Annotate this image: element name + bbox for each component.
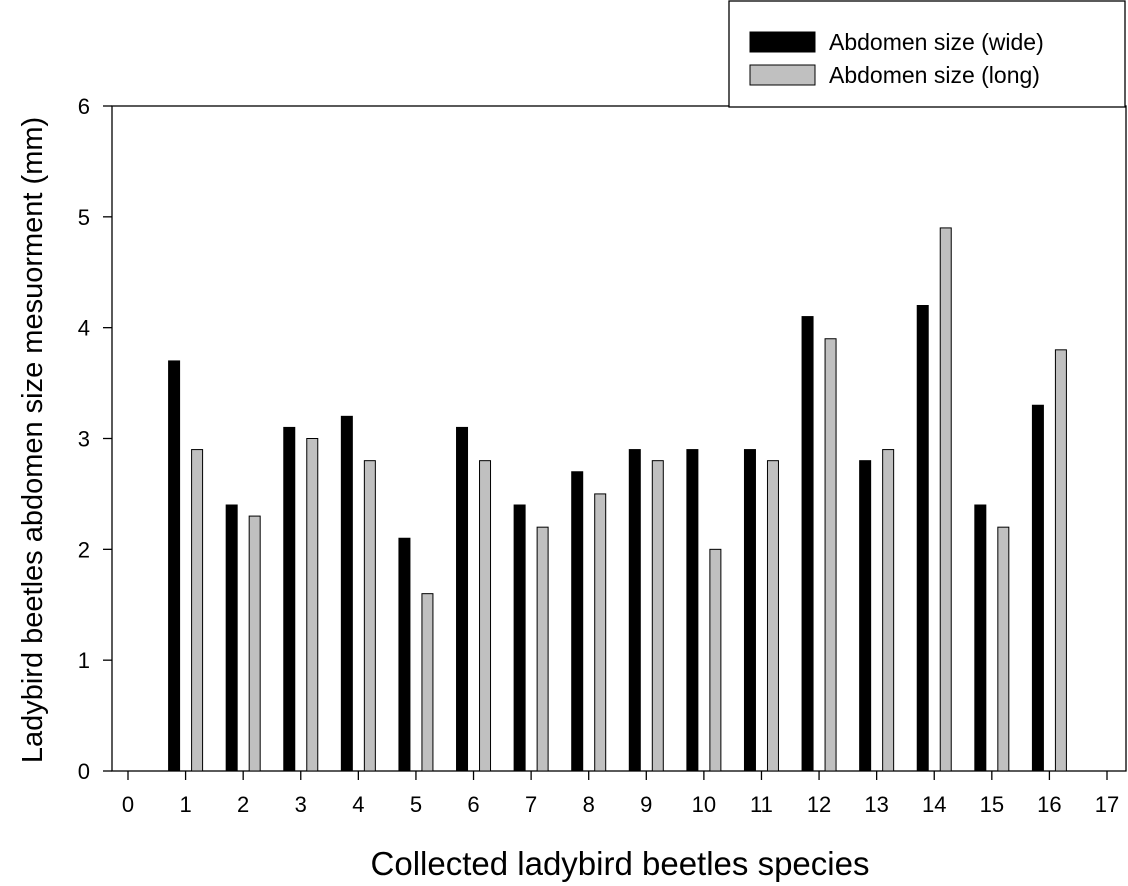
y-tick-label: 0 <box>78 759 90 784</box>
bar-long-15 <box>997 526 1010 772</box>
bar-long-10 <box>709 548 722 772</box>
bar-wide-1 <box>168 360 181 772</box>
bar-wide-14 <box>916 305 929 772</box>
legend-label: Abdomen size (wide) <box>829 29 1044 55</box>
x-tick-label: 11 <box>750 792 773 817</box>
bar-wide-13 <box>859 460 872 772</box>
x-axis-label: Collected ladybird beetles species <box>371 845 870 882</box>
axis-labels: Collected ladybird beetles species Ladyb… <box>17 117 869 882</box>
x-tick-label: 14 <box>922 792 946 817</box>
bars <box>168 227 1067 772</box>
y-tick-label: 6 <box>78 94 90 119</box>
bar-wide-8 <box>571 471 584 772</box>
x-tick-label: 17 <box>1095 792 1119 817</box>
bar-wide-16 <box>1031 404 1044 772</box>
bar-long-6 <box>479 460 492 772</box>
x-tick-label: 6 <box>467 792 479 817</box>
bar-long-4 <box>363 460 376 772</box>
bar-long-5 <box>421 593 434 772</box>
legend-label: Abdomen size (long) <box>829 62 1040 88</box>
bar-wide-15 <box>974 504 987 772</box>
x-tick-label: 12 <box>807 792 831 817</box>
x-tick-label: 0 <box>122 792 134 817</box>
x-tick-label: 8 <box>583 792 595 817</box>
bar-long-2 <box>248 515 261 772</box>
bar-long-1 <box>191 449 204 772</box>
bar-long-13 <box>882 449 895 772</box>
y-tick-label: 3 <box>78 427 90 452</box>
x-tick-label: 3 <box>295 792 307 817</box>
legend-box <box>728 0 1126 108</box>
x-tick-label: 15 <box>980 792 1004 817</box>
bar-wide-4 <box>340 415 353 772</box>
bar-long-16 <box>1054 349 1067 772</box>
legend: Abdomen size (wide) Abdomen size (long) <box>728 0 1126 108</box>
bar-wide-5 <box>398 537 411 772</box>
bar-wide-2 <box>225 504 238 772</box>
y-tick-label: 2 <box>78 537 90 562</box>
bar-long-8 <box>594 493 607 772</box>
x-tick-label: 7 <box>525 792 537 817</box>
bar-wide-11 <box>743 449 756 772</box>
bar-wide-10 <box>686 449 699 772</box>
x-tick-label: 4 <box>352 792 364 817</box>
legend-swatch <box>749 64 816 86</box>
bar-long-9 <box>651 460 664 772</box>
bar-wide-7 <box>513 504 526 772</box>
plot-frame <box>111 105 1127 772</box>
bar-wide-12 <box>801 316 814 772</box>
bar-long-14 <box>939 227 952 772</box>
x-tick-label: 16 <box>1037 792 1061 817</box>
x-tick-label: 1 <box>179 792 191 817</box>
bar-wide-3 <box>283 426 296 772</box>
legend-swatch <box>749 31 816 53</box>
bar-wide-6 <box>456 426 469 772</box>
y-tick-label: 4 <box>78 316 90 341</box>
y-tick-label: 5 <box>78 205 90 230</box>
bar-long-7 <box>536 526 549 772</box>
x-tick-label: 5 <box>410 792 422 817</box>
y-tick-label: 1 <box>78 648 90 673</box>
x-tick-label: 2 <box>237 792 249 817</box>
bar-wide-9 <box>628 449 641 772</box>
x-tick-label: 9 <box>640 792 652 817</box>
x-tick-label: 13 <box>864 792 888 817</box>
bar-long-12 <box>824 338 837 772</box>
y-axis-label: Ladybird beetles abdomen size mesuorment… <box>17 117 49 763</box>
axes <box>103 105 1127 780</box>
bar-long-11 <box>766 460 779 772</box>
x-tick-label: 10 <box>692 792 716 817</box>
bar-long-3 <box>306 438 319 772</box>
